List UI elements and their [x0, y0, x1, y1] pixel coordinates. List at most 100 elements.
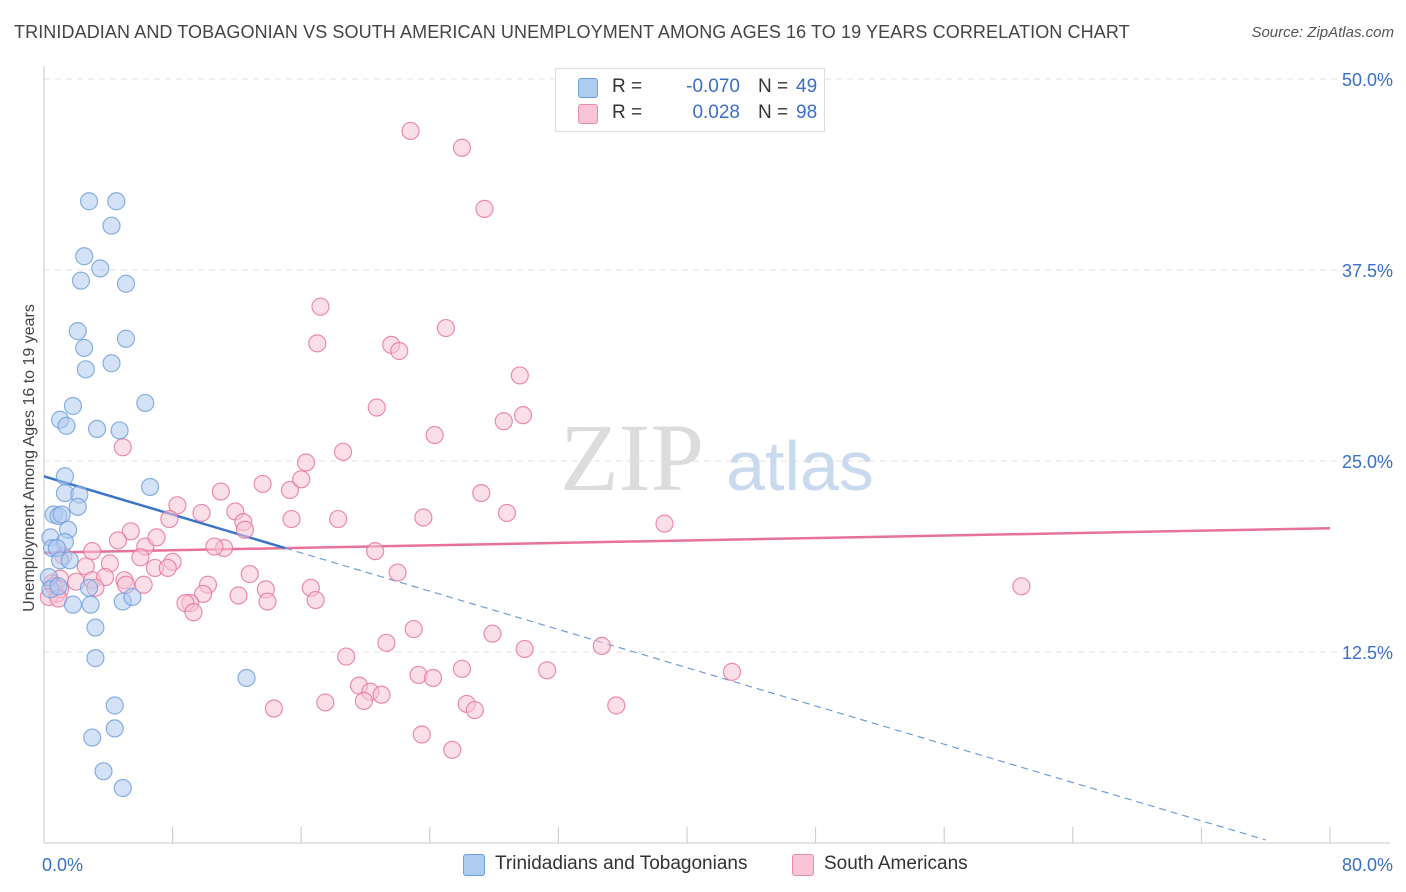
point-south-american — [229, 586, 248, 605]
point-south-american — [412, 725, 431, 744]
point-trinidadian — [116, 329, 136, 348]
point-south-american — [354, 691, 373, 710]
point-south-american — [497, 503, 517, 523]
point-south-american — [475, 199, 494, 218]
point-south-american — [414, 508, 433, 527]
tick-labels: 12.5% 25.0% 37.5% 50.0% 0.0% 80.0% — [42, 70, 1393, 875]
legend-swatch-south-american — [792, 854, 814, 876]
point-south-american — [607, 696, 626, 715]
point-south-american — [240, 564, 259, 584]
point-trinidadian — [75, 247, 94, 266]
point-south-american — [329, 509, 348, 529]
correlation-legend: R = -0.070 N = 49 R = 0.028 N = 98 — [555, 68, 825, 132]
point-south-american — [388, 563, 407, 582]
point-trinidadian — [49, 577, 68, 596]
point-south-american — [722, 662, 742, 681]
point-south-american — [194, 584, 213, 604]
point-south-american — [168, 496, 187, 515]
point-south-american — [316, 693, 335, 712]
axes — [43, 66, 1390, 844]
data-points — [39, 121, 1031, 798]
point-trinidadian — [107, 192, 126, 211]
point-trinidadian — [123, 587, 142, 607]
point-trinidadian — [63, 396, 83, 416]
point-south-american — [436, 318, 455, 338]
y-axis-label: Unemployment Among Ages 16 to 19 years — [21, 304, 38, 612]
point-south-american — [515, 639, 534, 659]
point-trinidadian — [68, 322, 87, 341]
point-south-american — [253, 474, 272, 494]
point-south-american — [134, 575, 153, 594]
point-south-american — [372, 685, 391, 704]
legend-label-trinidadian: Trinidadians and Tobagonians — [495, 853, 748, 874]
point-south-american — [494, 412, 513, 431]
legend-swatch-trinidadian — [463, 854, 485, 876]
point-south-american — [121, 522, 140, 541]
point-south-american — [292, 470, 311, 489]
point-south-american — [538, 661, 557, 680]
point-trinidadian — [57, 416, 76, 435]
point-south-american — [258, 592, 277, 611]
point-south-american — [108, 531, 128, 550]
point-south-american — [465, 700, 484, 720]
point-trinidadian — [91, 259, 110, 278]
point-trinidadian — [94, 762, 113, 781]
point-trinidadian — [76, 360, 95, 379]
point-trinidadian — [79, 578, 99, 597]
series-legend: Trinidadians and Tobagonians South Ameri… — [0, 852, 1406, 878]
point-south-american — [390, 341, 409, 361]
point-south-american — [452, 659, 472, 678]
point-trinidadian — [237, 668, 256, 688]
legend-n-label: N = — [758, 102, 789, 123]
point-south-american — [308, 334, 327, 353]
point-trinidadian — [140, 477, 160, 497]
point-trinidadian — [116, 274, 136, 293]
point-south-american — [443, 740, 462, 759]
point-south-american — [367, 398, 386, 417]
point-south-american — [425, 425, 444, 445]
point-trinidadian — [83, 728, 102, 747]
y-tick-label: 50.0% — [1342, 70, 1393, 90]
legend-n-value: 98 — [796, 102, 818, 123]
watermark-zip: ZIP — [560, 404, 704, 511]
legend-swatch-trinidadian — [578, 78, 598, 98]
legend-r-value: 0.028 — [692, 102, 740, 123]
point-south-american — [404, 619, 423, 639]
point-trinidadian — [71, 271, 91, 290]
point-trinidadian — [102, 216, 121, 235]
point-trinidadian — [102, 354, 121, 373]
x-tick-label: 80.0% — [1342, 855, 1393, 875]
point-south-american — [483, 624, 502, 643]
point-south-american — [235, 520, 255, 539]
point-trinidadian — [86, 649, 105, 668]
point-trinidadian — [55, 467, 74, 486]
point-south-american — [113, 438, 132, 457]
point-south-american — [160, 509, 179, 529]
trend-line-trinidadian-extension — [284, 547, 1266, 841]
point-south-american — [510, 366, 529, 385]
point-south-american — [158, 558, 177, 578]
point-trinidadian — [105, 719, 124, 738]
y-tick-label: 25.0% — [1342, 452, 1393, 472]
point-trinidadian — [136, 393, 155, 413]
watermark-atlas: atlas — [726, 427, 874, 505]
x-tick-label: 0.0% — [42, 855, 83, 875]
chart-title: TRINIDADIAN AND TOBAGONIAN VS SOUTH AMER… — [14, 22, 1130, 42]
legend-label-south-american: South Americans — [824, 853, 968, 874]
point-south-american — [655, 514, 674, 533]
y-tick-label: 37.5% — [1342, 261, 1393, 281]
point-trinidadian — [63, 595, 83, 614]
point-trinidadian — [81, 595, 100, 614]
trend-line-south-american — [43, 526, 1331, 554]
point-trinidadian — [79, 192, 99, 211]
legend-swatch-south-american — [578, 104, 598, 124]
legend-r-label: R = — [612, 102, 643, 123]
point-trinidadian — [75, 338, 94, 358]
legend-n-value: 49 — [796, 76, 818, 97]
watermark: ZIP atlas — [560, 404, 874, 511]
point-south-american — [377, 633, 396, 652]
point-south-american — [452, 138, 472, 157]
point-trinidadian — [110, 421, 129, 440]
point-south-american — [337, 647, 356, 666]
